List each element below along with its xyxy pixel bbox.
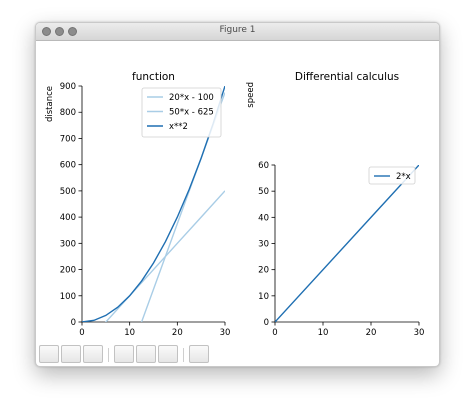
legend-label: x**2: [169, 122, 188, 132]
y-tick-label: 800: [60, 108, 76, 118]
title-bar[interactable]: Figure 1: [36, 23, 439, 41]
configure-subplots-icon[interactable]: [158, 345, 178, 363]
y-tick-label: 0: [71, 318, 76, 328]
y-tick-label: 100: [60, 292, 76, 302]
y-axis-label: distance: [45, 86, 55, 122]
y-tick-label: 30: [258, 240, 269, 250]
figure-canvas: 0 10 20 300100200300400500600700800900funct…: [45, 71, 425, 338]
y-tick-label: 60: [258, 161, 269, 171]
window-title: Figure 1: [219, 25, 256, 35]
y-tick-label: 300: [60, 239, 76, 249]
y-tick-label: 0: [264, 318, 269, 328]
legend-label: 50*x - 625: [169, 108, 214, 118]
y-tick-label: 500: [60, 187, 76, 197]
series-line-2-x: [275, 165, 419, 322]
zoom-icon[interactable]: [136, 345, 156, 363]
y-tick-label: 700: [60, 134, 76, 144]
close-window-button[interactable]: [42, 27, 51, 36]
forward-icon[interactable]: [83, 345, 103, 363]
x-tick-label: 0: [79, 328, 84, 338]
back-icon[interactable]: [61, 345, 81, 363]
x-tick-label: 30: [414, 328, 425, 338]
home-icon[interactable]: [39, 345, 59, 363]
x-tick-label: 10: [124, 328, 135, 338]
save-icon[interactable]: [189, 345, 209, 363]
series-line-x-2: [82, 86, 225, 322]
y-tick-label: 200: [60, 266, 76, 276]
y-tick-label: 50: [258, 187, 269, 197]
legend-label: 20*x - 100: [169, 93, 214, 103]
y-tick-label: 40: [258, 213, 269, 223]
legend-box: [141, 87, 222, 138]
legend-label: 2*x: [396, 172, 411, 182]
y-tick-label: 10: [258, 292, 269, 302]
chart-title: Differential calculus: [295, 71, 399, 83]
y-tick-label: 20: [258, 266, 269, 276]
x-tick-label: 20: [366, 328, 377, 338]
x-tick-label: 30: [220, 328, 231, 338]
toolbar-separator: [183, 348, 184, 362]
x-tick-label: 0: [272, 328, 277, 338]
x-tick-label: 10: [318, 328, 329, 338]
y-tick-label: 600: [60, 161, 76, 171]
pan-icon[interactable]: [114, 345, 134, 363]
minimize-window-button[interactable]: [55, 27, 64, 36]
chart-title: function: [132, 71, 175, 83]
figure-window: Figure 1 0 10 20 30 0 100 200 300 400 500 600 700 80…: [35, 22, 440, 367]
y-tick-label: 900: [60, 82, 76, 92]
series-line-20-x-100: [104, 190, 225, 322]
x-tick-label: 20: [172, 328, 183, 338]
y-tick-label: 400: [60, 213, 76, 223]
navigation-toolbar: [36, 342, 439, 366]
y-axis-label: speed: [246, 82, 256, 108]
legend-box: [368, 166, 416, 185]
toolbar-separator: [108, 348, 109, 362]
zoom-window-button[interactable]: [68, 27, 77, 36]
